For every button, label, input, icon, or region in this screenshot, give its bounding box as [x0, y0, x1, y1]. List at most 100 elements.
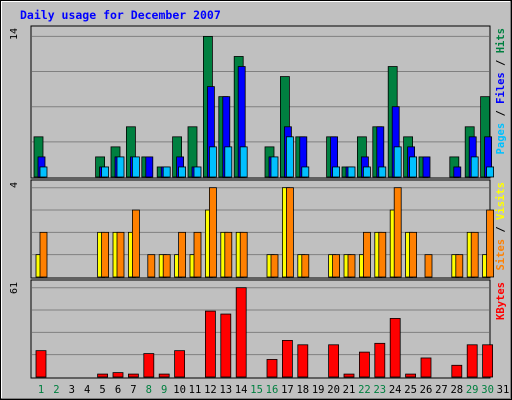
x-tick-day-22: 22	[358, 384, 371, 396]
legend-part-0: Sites	[495, 239, 507, 271]
bar-kbytes-day-20	[328, 344, 340, 378]
y-max-label-hits: 14	[9, 28, 20, 40]
bar-kbytes-day-5	[97, 373, 108, 378]
bar-kbytes-day-1	[35, 350, 47, 378]
bar-kbytes-day-25	[405, 373, 417, 378]
x-tick-day-8: 8	[146, 384, 152, 396]
bar-sites-day-8	[147, 254, 156, 278]
bar-kbytes-day-6	[112, 372, 124, 378]
panel-frame-hits	[30, 25, 491, 179]
x-tick-day-21: 21	[343, 384, 356, 396]
bar-kbytes-day-9	[158, 373, 170, 378]
bar-sites-day-24	[393, 187, 402, 278]
x-tick-day-29: 29	[466, 384, 479, 396]
bar-pages-day-25	[409, 156, 418, 178]
x-tick-day-18: 18	[296, 384, 309, 396]
bar-kbytes-day-16	[266, 359, 278, 378]
x-tick-day-15: 15	[250, 384, 263, 396]
series-sites	[39, 187, 495, 278]
x-axis-labels: 1 2 3 4 5 6 7 8 9 10 11 12 13 14 15 16 17 18 19 20 21 22 23 24 2…	[38, 384, 509, 396]
x-tick-day-17: 17	[281, 384, 294, 396]
x-tick-day-25: 25	[404, 384, 417, 396]
bar-pages-day-1	[39, 166, 48, 178]
bar-sites-day-18	[301, 254, 310, 278]
x-tick-day-27: 27	[435, 384, 448, 396]
bar-sites-day-7	[131, 209, 140, 278]
bar-pages-day-6	[116, 156, 125, 178]
y-max-label-visits: 4	[9, 182, 20, 188]
panel-hits: 14 Pages / Files / Hits	[9, 25, 507, 179]
bar-kbytes-day-30	[482, 344, 494, 378]
bar-kbytes-day-23	[374, 342, 386, 378]
bar-kbytes-day-24	[389, 318, 401, 378]
x-tick-day-23: 23	[373, 384, 386, 396]
bar-kbytes-day-13	[220, 313, 232, 378]
bar-sites-day-28	[455, 254, 464, 278]
bar-pages-day-9	[162, 166, 171, 178]
bar-sites-day-9	[162, 254, 171, 278]
bar-kbytes-day-10	[174, 350, 186, 378]
x-tick-day-28: 28	[450, 384, 463, 396]
legend-visits: Sites / Visits	[495, 182, 507, 271]
bar-sites-day-12	[208, 187, 217, 278]
bar-sites-day-17	[285, 187, 294, 278]
panel-frame-kbytes	[30, 279, 491, 379]
x-tick-day-12: 12	[204, 384, 217, 396]
x-tick-day-13: 13	[219, 384, 232, 396]
bar-pages-day-16	[270, 156, 279, 178]
bar-pages-day-12	[208, 146, 217, 178]
bar-sites-day-16	[270, 254, 279, 278]
bar-kbytes-day-17	[281, 340, 293, 378]
bar-pages-day-10	[178, 166, 187, 178]
bar-pages-day-30	[486, 166, 495, 178]
bar-sites-day-10	[178, 231, 187, 278]
bar-files-day-28	[453, 166, 462, 178]
legend-part-2: Files	[495, 72, 507, 104]
chart-title: Daily usage for December 2007	[20, 8, 221, 22]
x-tick-day-9: 9	[161, 384, 167, 396]
bar-pages-day-7	[131, 156, 140, 178]
bar-pages-day-5	[101, 166, 109, 178]
legend-part-2: Visits	[495, 182, 507, 220]
bar-pages-day-14	[239, 146, 248, 178]
bar-sites-day-25	[409, 231, 418, 278]
bar-pages-day-17	[285, 136, 294, 178]
x-tick-day-2: 2	[53, 384, 59, 396]
series-pages	[39, 136, 495, 178]
bar-kbytes-day-8	[143, 353, 155, 378]
x-tick-day-11: 11	[189, 384, 202, 396]
bar-sites-day-20	[332, 254, 341, 278]
x-tick-day-26: 26	[420, 384, 433, 396]
x-tick-day-30: 30	[481, 384, 494, 396]
x-tick-day-6: 6	[115, 384, 121, 396]
x-tick-day-20: 20	[327, 384, 340, 396]
bar-kbytes-day-29	[466, 344, 478, 378]
x-tick-day-19: 19	[312, 384, 325, 396]
bar-pages-day-29	[470, 156, 479, 178]
x-tick-day-3: 3	[69, 384, 75, 396]
bar-pages-day-11	[193, 166, 202, 178]
bar-sites-day-23	[378, 231, 387, 278]
bar-pages-day-13	[224, 146, 233, 178]
panel-kbytes: 61 KBytes	[9, 279, 507, 379]
bar-files-day-26	[422, 156, 431, 178]
x-tick-day-31: 31	[497, 384, 510, 396]
x-tick-day-4: 4	[84, 384, 90, 396]
legend-part-1: /	[495, 220, 507, 239]
bar-pages-day-18	[301, 166, 310, 178]
x-tick-day-7: 7	[130, 384, 136, 396]
legend-part-0: Pages	[495, 123, 507, 155]
bar-sites-day-22	[362, 231, 371, 278]
bar-kbytes-day-12	[204, 310, 216, 378]
legend-part-0: KBytes	[495, 282, 507, 320]
bar-pages-day-23	[378, 166, 387, 178]
bar-pages-day-21	[347, 166, 356, 178]
bar-sites-day-14	[239, 231, 248, 278]
bar-pages-day-22	[362, 166, 371, 178]
y-max-label-kbytes: 61	[9, 282, 20, 294]
bar-kbytes-day-7	[127, 373, 139, 378]
legend-part-3: /	[495, 53, 507, 72]
series-visits	[35, 187, 491, 278]
panel-visits: 4 Sites / Visits	[9, 179, 507, 279]
bar-sites-day-6	[116, 231, 125, 278]
